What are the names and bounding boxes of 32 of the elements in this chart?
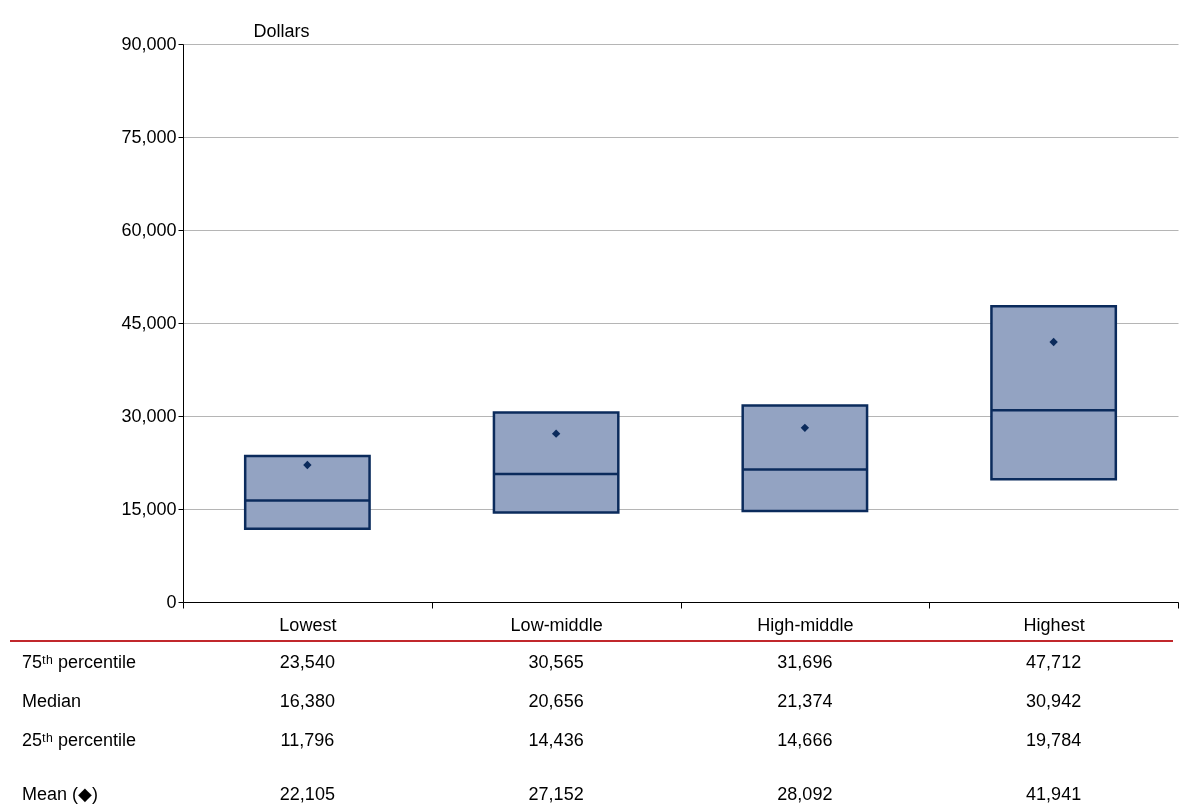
- x-tick-label: Highest: [1023, 614, 1085, 635]
- y-tick-label: 60,000: [121, 219, 177, 240]
- text: 19,784: [1026, 730, 1082, 750]
- y-tick-label: 90,000: [121, 33, 177, 54]
- text: 14,666: [777, 730, 833, 750]
- x-tick-label: Lowest: [279, 614, 337, 635]
- y-axis-title: Dollars: [253, 20, 310, 41]
- text: Median: [22, 691, 82, 711]
- text: 47,712: [1026, 652, 1082, 672]
- text: 28,092: [777, 784, 833, 804]
- text: 16,380: [279, 691, 335, 711]
- text: 23,540: [279, 652, 335, 672]
- text: 22,105: [279, 784, 335, 804]
- y-tick-label: 45,000: [121, 312, 177, 333]
- text: 30,942: [1026, 691, 1082, 711]
- text: Mean (◆): [22, 784, 99, 804]
- text: 21,374: [777, 691, 833, 711]
- text: 30,565: [528, 652, 584, 672]
- text: 31,696: [777, 652, 833, 672]
- text: 14,436: [528, 730, 584, 750]
- x-tick-label: High-middle: [757, 614, 854, 635]
- text: 41,941: [1026, 784, 1082, 804]
- y-tick-label: 15,000: [121, 498, 177, 519]
- text: 25ᵗʰ percentile: [22, 730, 136, 750]
- y-tick-label: 0: [166, 591, 177, 612]
- text: 20,656: [528, 691, 584, 711]
- text: 27,152: [528, 784, 584, 804]
- y-tick-label: 30,000: [121, 405, 177, 426]
- x-tick-label: Low-middle: [510, 614, 603, 635]
- text: 11,796: [280, 730, 335, 750]
- text: 75ᵗʰ percentile: [22, 652, 136, 672]
- y-tick-label: 75,000: [121, 126, 177, 147]
